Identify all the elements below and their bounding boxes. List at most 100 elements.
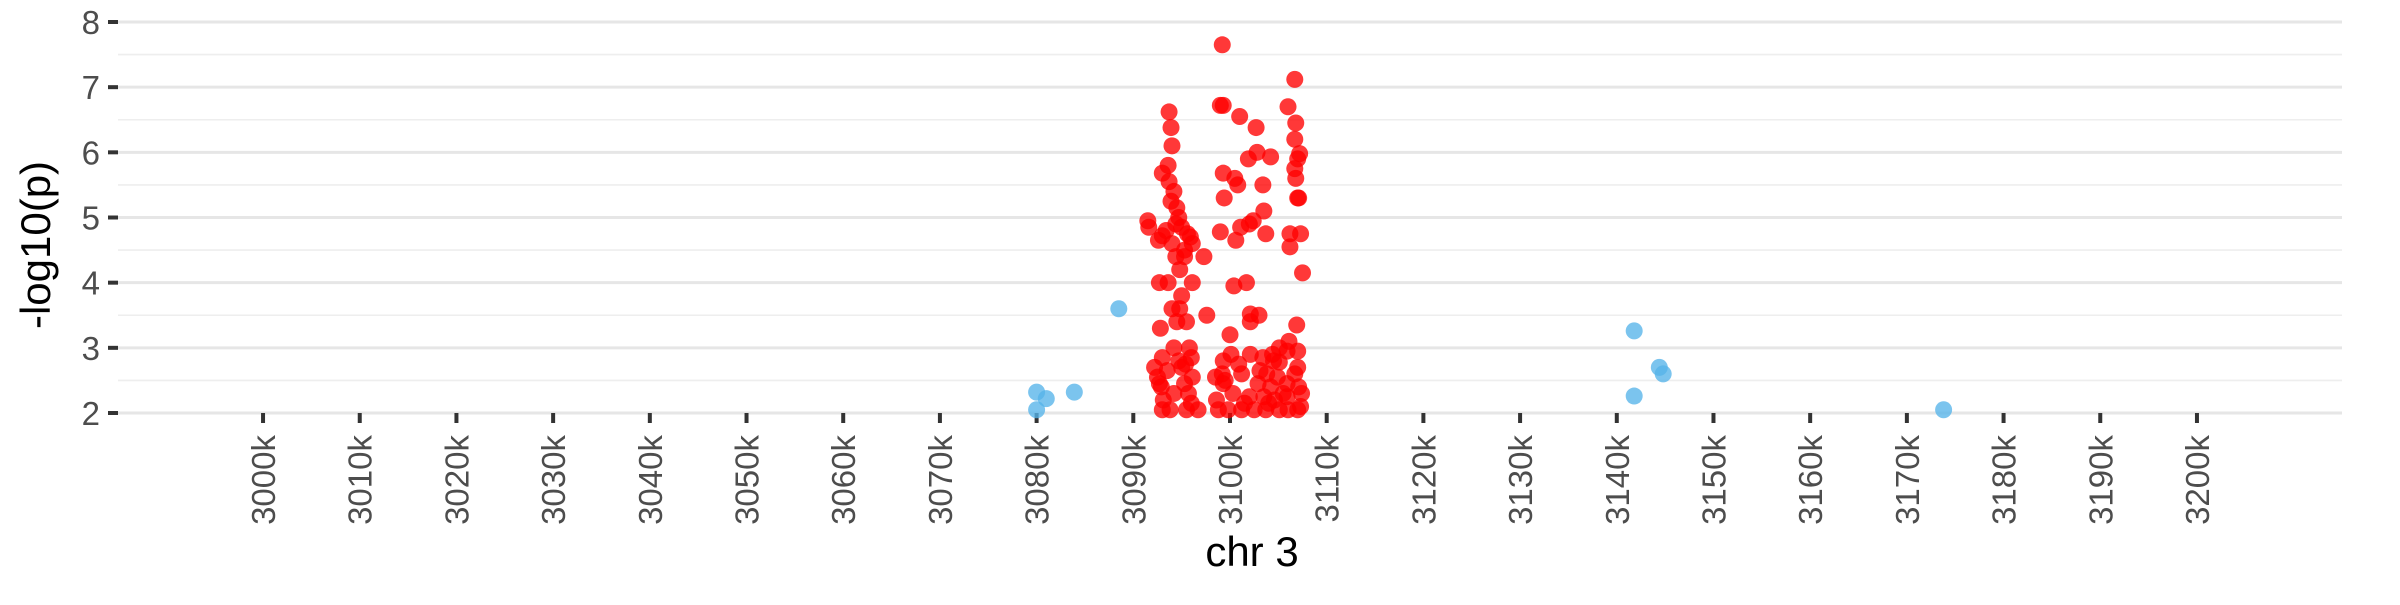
x-tick-label: 3170k: [1889, 435, 1926, 525]
data-point: [1163, 137, 1181, 155]
data-point: [1292, 397, 1310, 415]
data-point: [1214, 96, 1232, 114]
x-tick-label: 3070k: [922, 435, 959, 525]
y-axis-title: -log10(p): [12, 161, 59, 329]
data-point: [1221, 326, 1239, 344]
data-point: [1233, 365, 1251, 383]
y-tick-label: 3: [82, 330, 100, 367]
x-axis-title: chr 3: [1205, 528, 1298, 575]
data-point: [1287, 114, 1305, 132]
x-tick-label: 3180k: [1986, 435, 2023, 525]
data-point: [1279, 98, 1297, 116]
data-point: [1281, 238, 1299, 256]
data-point: [1028, 401, 1046, 419]
data-point: [1037, 390, 1055, 408]
data-point: [1625, 387, 1643, 405]
x-tick-label: 3080k: [1019, 435, 1056, 525]
data-point: [1195, 248, 1213, 266]
data-point: [1292, 225, 1310, 243]
data-point: [1236, 394, 1254, 412]
data-point: [1215, 189, 1233, 207]
data-point: [1165, 384, 1183, 402]
data-point: [1260, 394, 1278, 412]
x-tick-label: 3140k: [1599, 435, 1636, 525]
data-point: [1289, 189, 1307, 207]
data-point: [1286, 130, 1304, 148]
y-tick-label: 8: [82, 4, 100, 41]
data-point: [1289, 342, 1307, 360]
x-tick-label: 3090k: [1115, 435, 1152, 525]
x-tick-label: 3120k: [1405, 435, 1442, 525]
data-point: [1262, 148, 1280, 166]
data-point: [1182, 394, 1200, 412]
data-point: [1222, 345, 1240, 363]
data-point: [1224, 384, 1242, 402]
data-point: [1150, 274, 1168, 292]
data-point: [1288, 316, 1306, 334]
data-point: [1161, 401, 1179, 419]
data-point: [1625, 322, 1643, 340]
data-point: [1140, 218, 1158, 236]
data-point: [1198, 306, 1216, 324]
data-point: [1182, 349, 1200, 367]
data-point: [1183, 274, 1201, 292]
data-point: [1654, 365, 1672, 383]
x-tick-label: 3160k: [1792, 435, 1829, 525]
data-point: [1239, 150, 1257, 168]
x-tick-label: 3190k: [2082, 435, 2119, 525]
x-tick-label: 3150k: [1695, 435, 1732, 525]
y-tick-label: 2: [82, 395, 100, 432]
x-tick-label: 3000k: [245, 435, 282, 525]
data-point: [1287, 169, 1305, 187]
y-tick-label: 4: [82, 265, 100, 302]
data-point: [1160, 103, 1178, 121]
data-point: [1935, 401, 1953, 419]
data-point: [1231, 107, 1249, 125]
data-point: [1241, 313, 1259, 331]
data-point: [1247, 119, 1265, 137]
data-point: [1176, 248, 1194, 266]
data-point: [1165, 339, 1183, 357]
y-tick-label: 6: [82, 134, 100, 171]
data-points: [1028, 36, 1953, 419]
data-point: [1213, 36, 1231, 54]
x-tick-label: 3110k: [1309, 435, 1346, 523]
data-point: [1251, 362, 1269, 380]
x-tick-label: 3100k: [1212, 435, 1249, 525]
x-tick-label: 3200k: [2179, 435, 2216, 525]
data-point: [1254, 176, 1272, 194]
x-tick-label: 3010k: [342, 435, 379, 525]
x-tick-label: 3030k: [535, 435, 572, 525]
y-tick-label: 7: [82, 69, 100, 106]
data-point: [1110, 300, 1128, 318]
data-point: [1219, 401, 1237, 419]
data-point: [1065, 383, 1083, 401]
data-point: [1151, 319, 1169, 337]
data-point: [1159, 156, 1177, 174]
x-tick-label: 3050k: [729, 435, 766, 525]
data-point: [1163, 300, 1181, 318]
data-point: [1244, 212, 1262, 230]
x-tick-label: 3040k: [632, 435, 669, 525]
data-point: [1225, 277, 1243, 295]
data-point: [1150, 375, 1168, 393]
data-point: [1229, 176, 1247, 194]
data-point: [1162, 119, 1180, 137]
data-point: [1265, 352, 1283, 370]
y-axis: 2 3 4 5 6 7 8: [82, 4, 118, 432]
data-point: [1177, 313, 1195, 331]
data-point: [1171, 261, 1189, 279]
x-tick-label: 3060k: [825, 435, 862, 525]
data-point: [1274, 384, 1292, 402]
data-point: [1216, 371, 1234, 389]
data-point: [1163, 235, 1181, 253]
data-point: [1286, 70, 1304, 88]
x-tick-label: 3130k: [1502, 435, 1539, 525]
data-point: [1257, 225, 1275, 243]
x-tick-label: 3020k: [438, 435, 475, 525]
data-point: [1294, 264, 1312, 282]
data-point: [1227, 231, 1245, 249]
x-axis: 3000k 3010k 3020k 3030k 3040k 3050k 3060k 3070k…: [245, 413, 2216, 525]
